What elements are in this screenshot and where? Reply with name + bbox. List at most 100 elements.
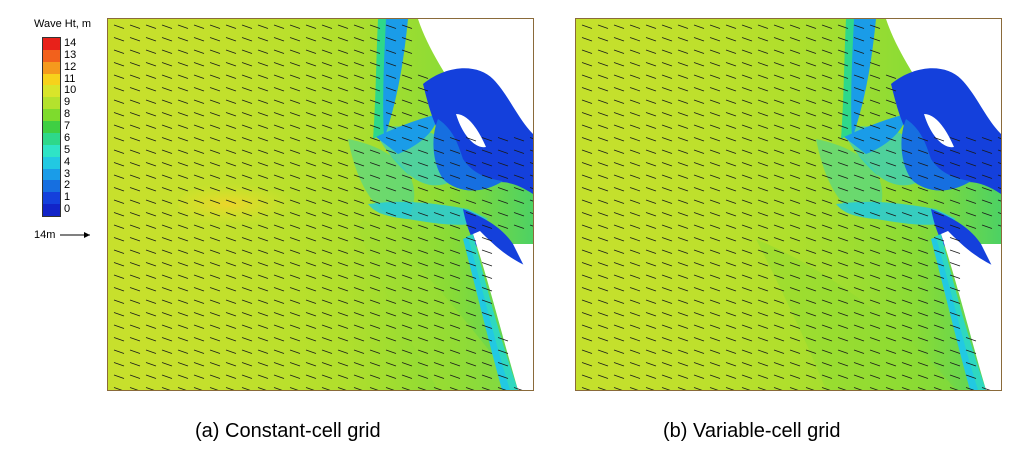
wave-vector-arrow (805, 224, 817, 229)
wave-vector-arrow (741, 337, 753, 342)
wave-vector-arrow (821, 199, 833, 204)
wave-vector-arrow (225, 312, 237, 317)
wave-vector-arrow (613, 374, 625, 379)
wave-vector-arrow (481, 362, 493, 367)
wave-vector-arrow (741, 362, 753, 367)
wave-vector-arrow (773, 237, 785, 242)
wave-vector-arrow (821, 324, 833, 329)
wave-vector-arrow (677, 112, 689, 117)
wave-vector-arrow (757, 162, 769, 167)
wave-vector-arrow (981, 137, 993, 142)
wave-vector-arrow (789, 124, 801, 129)
wave-vector-arrow (321, 149, 333, 154)
wave-vector-arrow (433, 262, 445, 267)
wave-vector-arrow (433, 199, 445, 204)
wave-vector-arrow (757, 312, 769, 317)
wave-vector-arrow (161, 37, 173, 42)
wave-vector-arrow (161, 24, 173, 29)
wave-vector-arrow (401, 162, 413, 167)
wave-vector-arrow (773, 224, 785, 229)
wave-vector-arrow (837, 387, 847, 390)
wave-vector-field-a (113, 24, 533, 390)
wave-vector-arrow (225, 349, 237, 354)
wave-vector-arrow (433, 349, 445, 354)
wave-vector-arrow (885, 362, 897, 367)
wave-vector-arrow (225, 212, 237, 217)
wave-vector-arrow (449, 249, 461, 254)
wave-vector-arrow (613, 99, 625, 104)
wave-vector-arrow (869, 37, 881, 42)
wave-vector-arrow (837, 337, 849, 342)
wave-vector-arrow (965, 137, 977, 142)
wave-vector-arrow (385, 287, 397, 292)
wave-vector-arrow (385, 349, 397, 354)
wave-vector-arrow (949, 137, 961, 142)
wave-vector-arrow (305, 162, 317, 167)
legend-swatch (43, 49, 60, 62)
wave-vector-arrow (773, 74, 785, 79)
wave-vector-arrow (497, 374, 509, 379)
wave-vector-arrow (789, 299, 801, 304)
wave-vector-arrow (465, 249, 477, 254)
wave-vector-arrow (305, 124, 317, 129)
wave-vector-arrow (353, 124, 365, 129)
wave-vector-arrow (901, 337, 913, 342)
wave-vector-arrow (257, 362, 269, 367)
wave-vector-arrow (353, 374, 365, 379)
wave-vector-arrow (113, 187, 125, 192)
wave-vector-arrow (465, 299, 477, 304)
wave-vector-arrow (821, 149, 833, 154)
wave-vector-arrow (129, 124, 141, 129)
wave-vector-arrow (225, 199, 237, 204)
wave-vector-arrow (465, 237, 477, 242)
wave-vector-arrow (821, 287, 833, 292)
wave-vector-arrow (497, 174, 509, 179)
wave-vector-arrow (273, 87, 285, 92)
wave-vector-arrow (449, 274, 461, 279)
wave-vector-arrow (209, 387, 219, 390)
wave-vector-arrow (289, 237, 301, 242)
wave-vector-arrow (981, 174, 993, 179)
wave-vector-arrow (337, 249, 349, 254)
wave-vector-arrow (129, 199, 141, 204)
wave-vector-arrow (661, 349, 673, 354)
wave-vector-arrow (257, 224, 269, 229)
wave-vector-arrow (337, 49, 349, 54)
wave-vector-arrow (917, 387, 927, 390)
wave-vector-arrow (369, 24, 381, 29)
wave-vector-arrow (821, 99, 833, 104)
wave-vector-arrow (289, 149, 301, 154)
wave-vector-arrow (225, 187, 237, 192)
wave-vector-arrow (401, 149, 413, 154)
wave-vector-arrow (145, 287, 157, 292)
wave-vector-arrow (417, 299, 429, 304)
wave-vector-arrow (677, 24, 689, 29)
wave-vector-arrow (289, 224, 301, 229)
wave-vector-arrow (869, 149, 881, 154)
wave-vector-arrow (869, 387, 879, 390)
wave-vector-arrow (481, 374, 493, 379)
wave-vector-arrow (997, 212, 1001, 214)
wave-vector-arrow (901, 249, 913, 254)
wave-vector-arrow (629, 124, 641, 129)
wave-vector-arrow (113, 299, 125, 304)
wave-vector-arrow (805, 99, 817, 104)
wave-vector-arrow (725, 74, 737, 79)
wave-vector-arrow (353, 337, 365, 342)
wave-vector-arrow (289, 337, 301, 342)
wave-vector-arrow (305, 374, 317, 379)
wave-vector-arrow (337, 149, 349, 154)
wave-vector-arrow (401, 199, 413, 204)
wave-vector-arrow (853, 37, 865, 42)
wave-vector-arrow (177, 99, 189, 104)
wave-vector-arrow (677, 87, 689, 92)
legend-swatch (43, 73, 60, 86)
wave-vector-arrow (161, 87, 173, 92)
wave-vector-arrow (161, 62, 173, 67)
wave-vector-arrow (209, 49, 221, 54)
wave-vector-arrow (741, 112, 753, 117)
wave-vector-arrow (629, 249, 641, 254)
wave-vector-arrow (629, 349, 641, 354)
wave-vector-arrow (597, 199, 609, 204)
wave-vector-arrow (177, 24, 189, 29)
